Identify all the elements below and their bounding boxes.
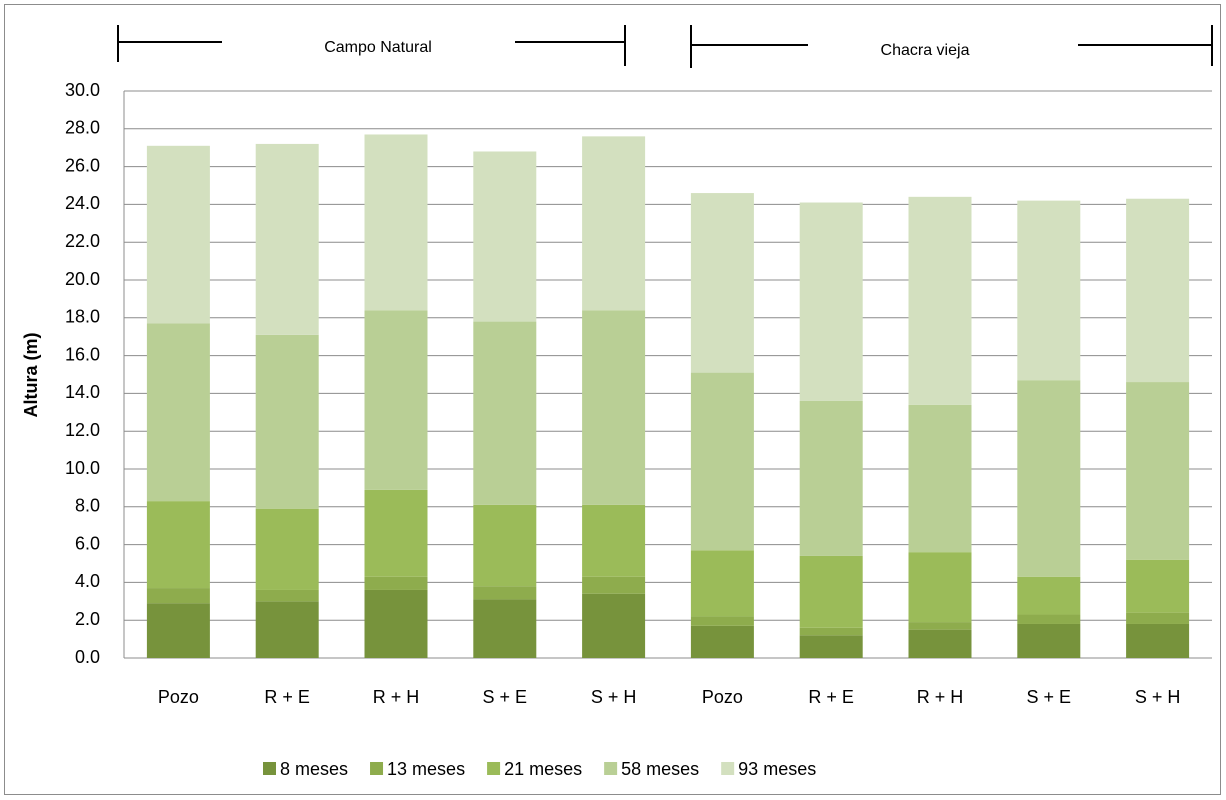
x-tick-label: Pozo bbox=[702, 687, 743, 707]
group-brackets bbox=[117, 25, 1213, 68]
bar-segment bbox=[255, 601, 319, 658]
x-tick-label: R + H bbox=[917, 687, 964, 707]
legend-label: 13 meses bbox=[387, 759, 465, 779]
x-tick-label: Pozo bbox=[158, 687, 199, 707]
bar-segment bbox=[799, 627, 863, 636]
bar-segment bbox=[146, 588, 210, 604]
y-tick-label: 22.0 bbox=[65, 231, 100, 251]
y-tick-label: 12.0 bbox=[65, 420, 100, 440]
bar-segment bbox=[908, 552, 972, 623]
bar-segment bbox=[908, 196, 972, 405]
bar-segment bbox=[690, 372, 754, 551]
bar-segment bbox=[1017, 614, 1081, 624]
bar-segment bbox=[1126, 559, 1190, 613]
bar-segment bbox=[908, 404, 972, 553]
y-tick-label: 0.0 bbox=[75, 647, 100, 667]
x-tick-label: S + H bbox=[591, 687, 637, 707]
bar-segment bbox=[582, 136, 646, 311]
bar-segment bbox=[146, 501, 210, 589]
bar-segment bbox=[582, 593, 646, 658]
legend-label: 8 meses bbox=[280, 759, 348, 779]
x-tick-label: R + H bbox=[373, 687, 420, 707]
bar-segment bbox=[255, 334, 319, 509]
bar-segment bbox=[473, 586, 537, 600]
bar-segment bbox=[1126, 623, 1190, 658]
bar-segment bbox=[146, 323, 210, 502]
y-tick-label: 24.0 bbox=[65, 193, 100, 213]
bar-segment bbox=[1126, 382, 1190, 560]
bar-segment bbox=[255, 589, 319, 602]
bar-segment bbox=[799, 400, 863, 556]
x-tick-label: R + E bbox=[808, 687, 854, 707]
legend-label: 58 meses bbox=[621, 759, 699, 779]
y-tick-label: 26.0 bbox=[65, 155, 100, 175]
bar-segment bbox=[1126, 198, 1190, 383]
bar-segment bbox=[908, 622, 972, 630]
x-tick-label: S + E bbox=[1027, 687, 1072, 707]
bar-segment bbox=[364, 310, 428, 490]
bar-segment bbox=[255, 143, 319, 335]
y-tick-label: 28.0 bbox=[65, 118, 100, 138]
bar-segment bbox=[364, 576, 428, 590]
group-label: Campo Natural bbox=[324, 39, 432, 56]
bar-segment bbox=[1017, 380, 1081, 577]
bar-segment bbox=[690, 193, 754, 373]
bar-segment bbox=[473, 151, 537, 322]
y-tick-label: 20.0 bbox=[65, 269, 100, 289]
bar-segment bbox=[582, 504, 646, 577]
bar-segment bbox=[1017, 200, 1081, 381]
x-tick-label: S + E bbox=[483, 687, 528, 707]
bar-segment bbox=[255, 508, 319, 590]
y-tick-label: 10.0 bbox=[65, 458, 100, 478]
y-axis-title: Altura (m) bbox=[21, 332, 41, 417]
bar-segment bbox=[364, 489, 428, 577]
bar-segment bbox=[473, 599, 537, 658]
bar-segment bbox=[799, 202, 863, 401]
bar-segment bbox=[1017, 623, 1081, 658]
bar-segment bbox=[1017, 576, 1081, 615]
bar-segment bbox=[690, 550, 754, 617]
bar-segment bbox=[473, 321, 537, 505]
legend-swatch bbox=[370, 762, 384, 775]
bar-segment bbox=[582, 576, 646, 594]
legend-swatch bbox=[604, 762, 618, 775]
bar-segment bbox=[364, 589, 428, 658]
bar-segment bbox=[1126, 612, 1190, 624]
legend-label: 21 meses bbox=[504, 759, 582, 779]
legend-swatch bbox=[487, 762, 501, 775]
y-tick-label: 6.0 bbox=[75, 533, 100, 553]
bar-segment bbox=[364, 134, 428, 311]
bar-segment bbox=[799, 635, 863, 658]
y-tick-label: 18.0 bbox=[65, 307, 100, 327]
bar-segment bbox=[690, 625, 754, 658]
x-tick-label: R + E bbox=[264, 687, 310, 707]
bar-segment bbox=[908, 629, 972, 658]
y-tick-label: 2.0 bbox=[75, 609, 100, 629]
legend-swatch bbox=[263, 762, 276, 775]
bar-segment bbox=[473, 504, 537, 587]
y-tick-label: 4.0 bbox=[75, 571, 100, 591]
bar-segment bbox=[146, 145, 210, 324]
y-tick-label: 14.0 bbox=[65, 382, 100, 402]
bar-segment bbox=[690, 616, 754, 626]
y-tick-label: 30.0 bbox=[65, 80, 100, 100]
bar-segment bbox=[146, 603, 210, 658]
x-tick-label: S + H bbox=[1135, 687, 1181, 707]
bar-segment bbox=[799, 555, 863, 628]
legend-label: 93 meses bbox=[738, 759, 816, 779]
y-tick-label: 16.0 bbox=[65, 344, 100, 364]
bar-segment bbox=[582, 310, 646, 505]
y-tick-label: 8.0 bbox=[75, 496, 100, 516]
legend-swatch bbox=[721, 762, 735, 775]
group-label: Chacra vieja bbox=[881, 42, 970, 59]
